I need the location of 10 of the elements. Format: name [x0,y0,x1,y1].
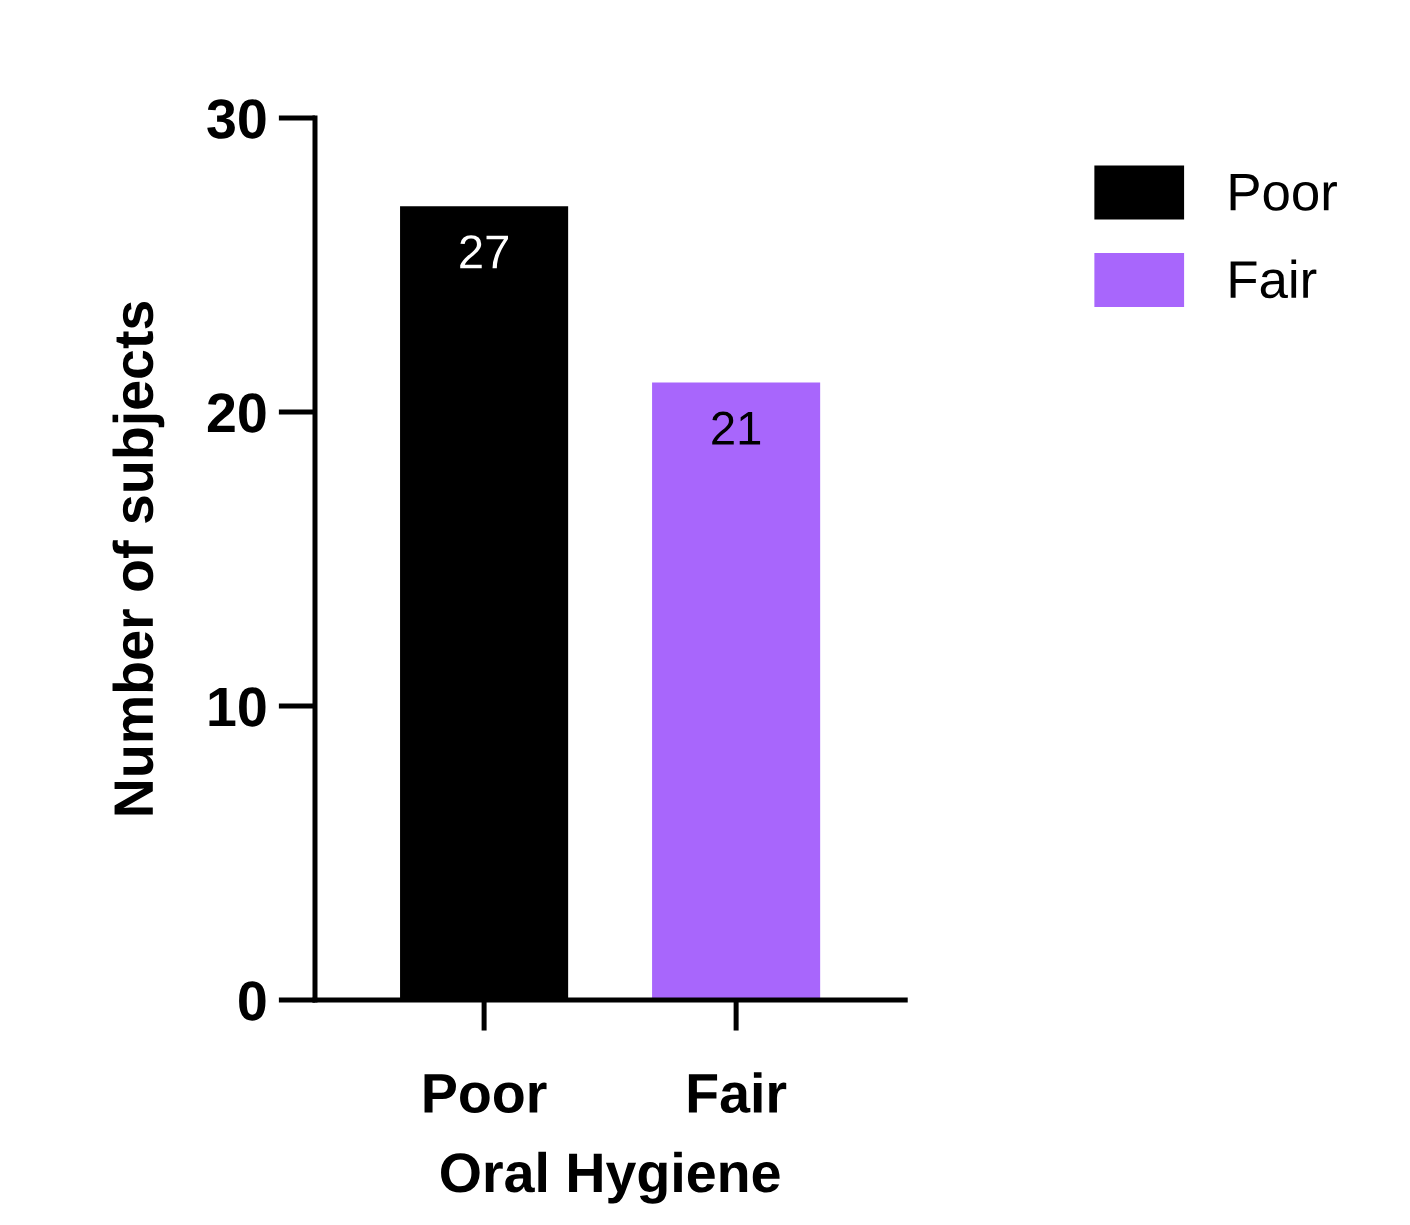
y-tick-label: 20 [207,393,266,433]
legend-label: Fair [1230,259,1317,299]
legend-label: Poor [1230,174,1337,211]
data-label: 27 [460,235,508,269]
x-axis-title: Oral Hygiene [441,1151,780,1204]
y-tick-label: 0 [239,981,266,1021]
y-axis-title: Number of subjects [112,301,165,815]
y-tick-label: 30 [207,99,266,139]
y-tick-label: 10 [209,687,266,727]
data-label: 21 [712,411,761,445]
